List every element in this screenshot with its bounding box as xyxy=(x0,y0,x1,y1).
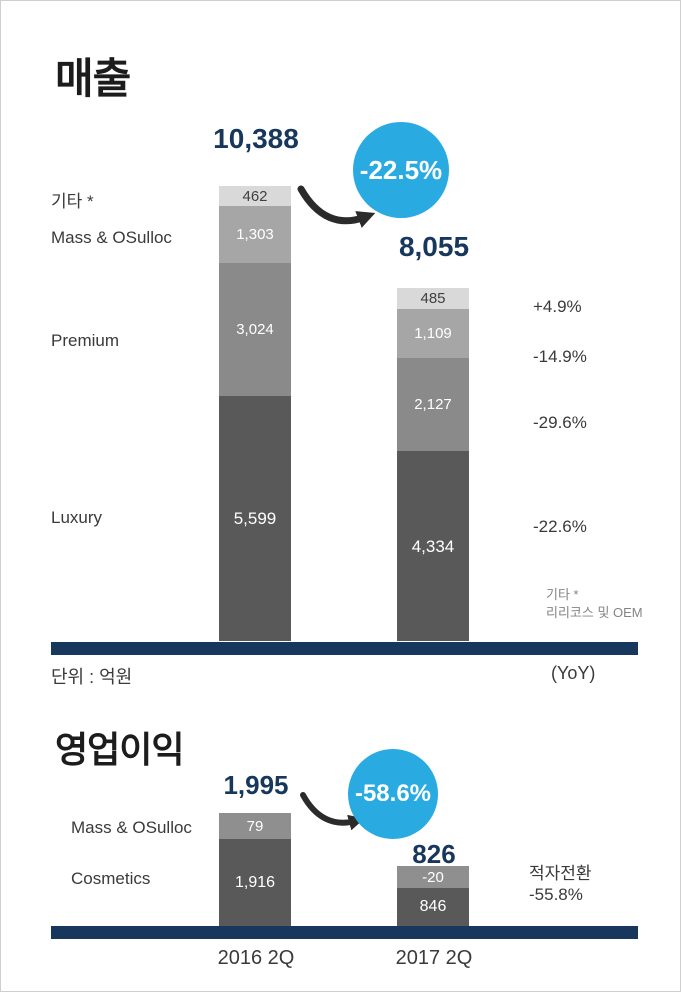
segment-label-mass-osulloc-2: Mass & OSulloc xyxy=(71,818,192,837)
profit-bar-2017-mass-segment: -20 xyxy=(397,866,469,888)
revenue-title: 매출 xyxy=(55,55,131,102)
profit-bar-2016-cosmetics-segment: 1,916 xyxy=(219,839,291,926)
yoy-mass: -14.9% xyxy=(533,347,587,366)
profit-axis-line xyxy=(51,926,638,939)
yoy-axis-label: (YoY) xyxy=(551,663,596,683)
yoy-etc: +4.9% xyxy=(533,297,582,316)
profit-change-badge: -58.6% xyxy=(348,749,438,839)
decrease-arrow xyxy=(297,185,376,228)
revenue-change-badge: -22.5% xyxy=(353,122,449,218)
segment-label-luxury: Luxury xyxy=(51,508,103,527)
yoy-premium: -29.6% xyxy=(533,413,587,432)
bar-2016-etc-segment: 462 xyxy=(219,186,291,206)
bar-2016-premium-segment: 3,024 xyxy=(219,263,291,396)
footnote-line-2: 리리코스 및 OEM xyxy=(546,605,643,620)
profit-note-deficit: 적자전환 xyxy=(529,864,592,883)
segment-label-etc: 기타 * xyxy=(51,192,94,211)
profit-change-value: -58.6% xyxy=(354,780,432,807)
footnote: 기타 * 리리코스 및 OEM xyxy=(546,586,643,622)
bar-2017-premium-segment: 2,127 xyxy=(397,358,469,451)
bar-2017-mass-segment: 1,109 xyxy=(397,309,469,358)
profit-bar-2017-cosmetics-segment: 846 xyxy=(397,888,469,926)
bar-2017-etc-segment: 485 xyxy=(397,288,469,309)
profit-total-2017: 826 xyxy=(412,839,456,869)
profit-bar-2016-mass-segment: 79 xyxy=(219,813,291,839)
unit-label: 단위 : 억원 xyxy=(51,667,133,687)
revenue-axis-line xyxy=(51,642,638,655)
segment-label-premium: Premium xyxy=(51,331,120,350)
footnote-line-1: 기타 * xyxy=(546,587,579,602)
revenue-total-2017: 8,055 xyxy=(398,231,470,262)
x-label-2017-2q: 2017 2Q xyxy=(395,947,473,969)
bar-2017-luxury-segment: 4,334 xyxy=(397,451,469,641)
x-label-2016-2q: 2016 2Q xyxy=(217,947,295,969)
segment-label-cosmetics: Cosmetics xyxy=(71,869,151,888)
profit-note-cosmetics-yoy: -55.8% xyxy=(529,885,583,904)
decrease-arrow-2 xyxy=(300,792,365,831)
revenue-change-value: -22.5% xyxy=(359,154,443,185)
revenue-total-2016: 10,388 xyxy=(213,123,299,154)
profit-total-2016: 1,995 xyxy=(223,770,289,800)
bar-2016-luxury-segment: 5,599 xyxy=(219,396,291,641)
bar-2016-mass-segment: 1,303 xyxy=(219,206,291,263)
yoy-luxury: -22.6% xyxy=(533,517,587,536)
operating-profit-title: 영업이익 xyxy=(55,729,184,770)
segment-label-mass-osulloc: Mass & OSulloc xyxy=(51,228,172,247)
